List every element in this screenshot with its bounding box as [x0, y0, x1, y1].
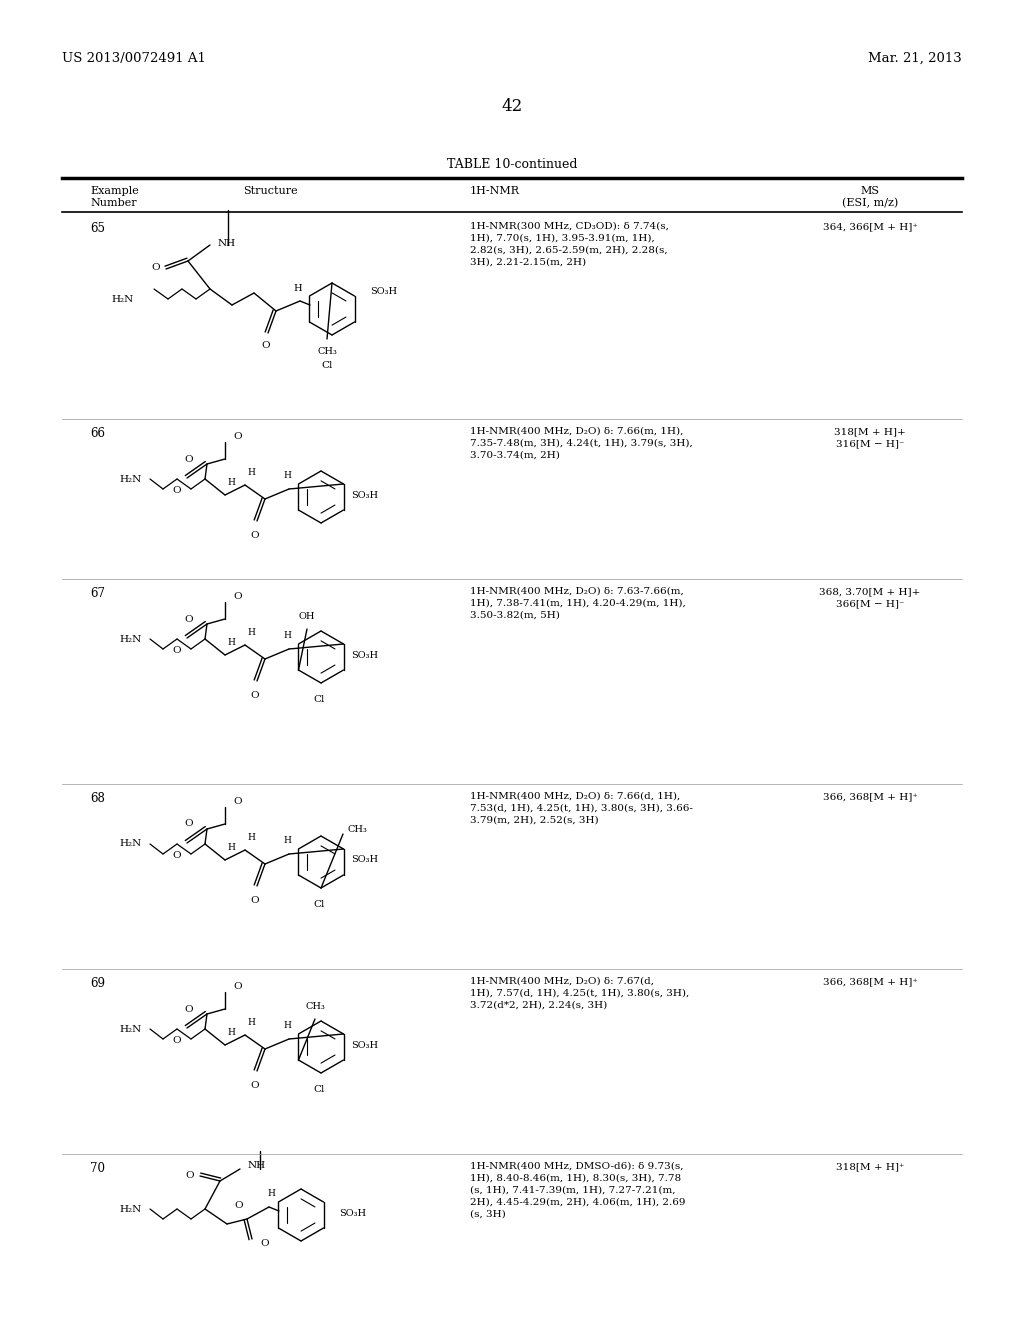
- Text: Cl: Cl: [313, 1085, 325, 1094]
- Text: O: O: [251, 1081, 259, 1090]
- Text: O: O: [172, 645, 181, 655]
- Text: O: O: [233, 591, 242, 601]
- Text: Example
Number: Example Number: [90, 186, 138, 207]
- Text: CH₃: CH₃: [305, 1002, 325, 1011]
- Text: O: O: [260, 1239, 268, 1249]
- Text: H₂N: H₂N: [120, 1204, 142, 1213]
- Text: Structure: Structure: [243, 186, 297, 195]
- Text: H: H: [227, 1028, 234, 1038]
- Text: SO₃H: SO₃H: [351, 491, 378, 499]
- Text: 1H-NMR(400 MHz, DMSO-d6): δ 9.73(s,
1H), 8.40-8.46(m, 1H), 8.30(s, 3H), 7.78
(s,: 1H-NMR(400 MHz, DMSO-d6): δ 9.73(s, 1H),…: [470, 1162, 685, 1218]
- Text: 66: 66: [90, 426, 105, 440]
- Text: O: O: [233, 982, 242, 991]
- Text: Cl: Cl: [313, 900, 325, 909]
- Text: H₂N: H₂N: [112, 294, 134, 304]
- Text: O: O: [251, 531, 259, 540]
- Text: Cl: Cl: [313, 696, 325, 704]
- Text: 68: 68: [90, 792, 104, 805]
- Text: O: O: [184, 615, 193, 623]
- Text: H: H: [267, 1189, 274, 1199]
- Text: O: O: [251, 896, 259, 906]
- Text: O: O: [184, 820, 193, 829]
- Text: 1H-NMR: 1H-NMR: [470, 186, 520, 195]
- Text: H: H: [227, 638, 234, 647]
- Text: 1H-NMR(400 MHz, D₂O) δ: 7.63-7.66(m,
1H), 7.38-7.41(m, 1H), 4.20-4.29(m, 1H),
3.: 1H-NMR(400 MHz, D₂O) δ: 7.63-7.66(m, 1H)…: [470, 587, 686, 619]
- Text: 364, 366[M + H]⁺: 364, 366[M + H]⁺: [822, 222, 918, 231]
- Text: CH₃: CH₃: [347, 825, 367, 834]
- Text: TABLE 10-continued: TABLE 10-continued: [446, 158, 578, 172]
- Text: NH: NH: [248, 1160, 266, 1170]
- Text: H: H: [294, 284, 302, 293]
- Text: H₂N: H₂N: [120, 1024, 142, 1034]
- Text: O: O: [185, 1172, 194, 1180]
- Text: Mar. 21, 2013: Mar. 21, 2013: [868, 51, 962, 65]
- Text: H: H: [247, 469, 255, 477]
- Text: 42: 42: [502, 98, 522, 115]
- Text: H: H: [283, 836, 291, 845]
- Text: 318[M + H]⁺: 318[M + H]⁺: [836, 1162, 904, 1171]
- Text: O: O: [172, 1036, 181, 1045]
- Text: O: O: [234, 1201, 244, 1210]
- Text: H₂N: H₂N: [120, 474, 142, 483]
- Text: 366, 368[M + H]⁺: 366, 368[M + H]⁺: [822, 977, 918, 986]
- Text: O: O: [233, 797, 242, 807]
- Text: SO₃H: SO₃H: [351, 1040, 378, 1049]
- Text: CH₃: CH₃: [317, 347, 337, 356]
- Text: 1H-NMR(400 MHz, D₂O) δ: 7.66(d, 1H),
7.53(d, 1H), 4.25(t, 1H), 3.80(s, 3H), 3.66: 1H-NMR(400 MHz, D₂O) δ: 7.66(d, 1H), 7.5…: [470, 792, 693, 825]
- Text: H₂N: H₂N: [120, 635, 142, 644]
- Text: Cl: Cl: [322, 360, 333, 370]
- Text: O: O: [172, 851, 181, 861]
- Text: 318[M + H]+
316[M − H]⁻: 318[M + H]+ 316[M − H]⁻: [835, 426, 906, 447]
- Text: 65: 65: [90, 222, 105, 235]
- Text: MS
(ESI, m/z): MS (ESI, m/z): [842, 186, 898, 209]
- Text: 1H-NMR(300 MHz, CD₃OD): δ 7.74(s,
1H), 7.70(s, 1H), 3.95-3.91(m, 1H),
2.82(s, 3H: 1H-NMR(300 MHz, CD₃OD): δ 7.74(s, 1H), 7…: [470, 222, 669, 267]
- Text: H: H: [283, 471, 291, 480]
- Text: H: H: [247, 1018, 255, 1027]
- Text: SO₃H: SO₃H: [339, 1209, 367, 1217]
- Text: H: H: [283, 1020, 291, 1030]
- Text: O: O: [251, 690, 259, 700]
- Text: 1H-NMR(400 MHz, D₂O) δ: 7.67(d,
1H), 7.57(d, 1H), 4.25(t, 1H), 3.80(s, 3H),
3.72: 1H-NMR(400 MHz, D₂O) δ: 7.67(d, 1H), 7.5…: [470, 977, 689, 1010]
- Text: OH: OH: [299, 612, 315, 620]
- Text: H₂N: H₂N: [120, 840, 142, 849]
- Text: O: O: [262, 341, 270, 350]
- Text: H: H: [247, 833, 255, 842]
- Text: US 2013/0072491 A1: US 2013/0072491 A1: [62, 51, 206, 65]
- Text: 368, 3.70[M + H]+
366[M − H]⁻: 368, 3.70[M + H]+ 366[M − H]⁻: [819, 587, 921, 607]
- Text: O: O: [172, 486, 181, 495]
- Text: 366, 368[M + H]⁺: 366, 368[M + H]⁺: [822, 792, 918, 801]
- Text: O: O: [184, 454, 193, 463]
- Text: 69: 69: [90, 977, 105, 990]
- Text: SO₃H: SO₃H: [370, 286, 397, 296]
- Text: SO₃H: SO₃H: [351, 651, 378, 660]
- Text: O: O: [152, 263, 160, 272]
- Text: O: O: [233, 432, 242, 441]
- Text: SO₃H: SO₃H: [351, 855, 378, 865]
- Text: H: H: [283, 631, 291, 640]
- Text: 70: 70: [90, 1162, 105, 1175]
- Text: 1H-NMR(400 MHz, D₂O) δ: 7.66(m, 1H),
7.35-7.48(m, 3H), 4.24(t, 1H), 3.79(s, 3H),: 1H-NMR(400 MHz, D₂O) δ: 7.66(m, 1H), 7.3…: [470, 426, 693, 459]
- Text: H: H: [227, 478, 234, 487]
- Text: O: O: [184, 1005, 193, 1014]
- Text: H: H: [247, 628, 255, 638]
- Text: H: H: [227, 843, 234, 851]
- Text: 67: 67: [90, 587, 105, 601]
- Text: NH: NH: [218, 239, 237, 248]
